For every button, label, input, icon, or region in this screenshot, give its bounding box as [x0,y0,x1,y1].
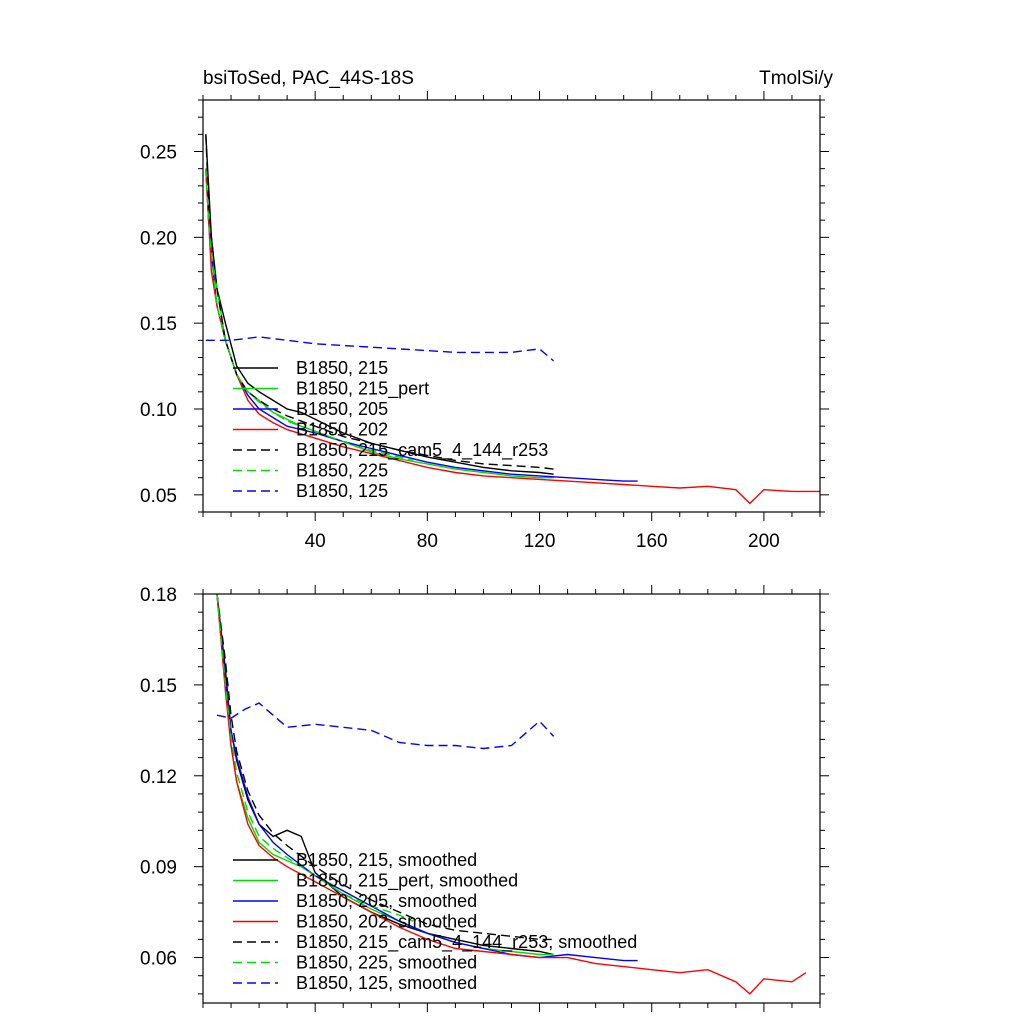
legend-label: B1850, 125 [296,481,388,501]
legend-label: B1850, 215_pert, smoothed [296,871,518,892]
y-tick-label: 0.20 [140,228,177,249]
x-tick-label: 120 [524,531,556,552]
series-line-1-3 [216,593,807,995]
y-tick-label: 0.10 [140,400,177,421]
x-tick-label: 80 [417,531,438,552]
series-line-0-0 [205,134,554,475]
x-tick-label: 40 [305,531,326,552]
series-line-0-2 [205,168,638,482]
y-tick-label: 0.09 [140,858,177,879]
series-line-0-6 [205,336,555,362]
legend-label: B1850, 215_pert [296,379,429,400]
legend-label: B1850, 205, smoothed [296,891,477,911]
chart-title: bsiToSed, PAC_44S-18S [203,68,414,89]
legend-label: B1850, 215_cam5_4_144_r253 [296,440,548,461]
y-tick-label: 0.06 [140,949,177,970]
legend-label: B1850, 215_cam5_4_144_r253, smoothed [296,932,637,953]
legend-label: B1850, 205 [296,399,388,419]
legend-label: B1850, 215 [296,358,388,378]
series-line-1-6 [216,702,555,750]
panel-top: 40 80 120 160 200 0.05 0.10 0.15 0.20 0.25 B1850, … [140,91,829,552]
series-line-0-4 [205,134,554,470]
chart-units: TmolSi/y [759,68,833,89]
series-line-1-5 [216,593,414,922]
panel-bottom: 0.06 0.09 0.12 0.15 0.18 B1850, 215, smoothed… [140,585,829,1012]
series-line-1-0 [216,593,554,956]
y-tick-label: 0.15 [140,676,177,697]
y-tick-label: 0.18 [140,585,177,606]
y-tick-label: 0.15 [140,314,177,335]
legend-label: B1850, 225, smoothed [296,953,477,973]
legend-label: B1850, 225 [296,461,388,481]
y-tick-label: 0.25 [140,143,177,164]
legend-label: B1850, 202, smoothed [296,912,477,932]
x-tick-label: 160 [636,531,668,552]
legend-label: B1850, 215, smoothed [296,850,477,870]
y-tick-label: 0.05 [140,486,177,507]
series-line-1-4 [216,593,554,941]
legend-label: B1850, 202 [296,420,388,440]
x-tick-label: 200 [748,531,780,552]
series-line-0-5 [205,168,414,462]
legend-label: B1850, 125, smoothed [296,973,477,993]
y-tick-label: 0.12 [140,767,177,788]
